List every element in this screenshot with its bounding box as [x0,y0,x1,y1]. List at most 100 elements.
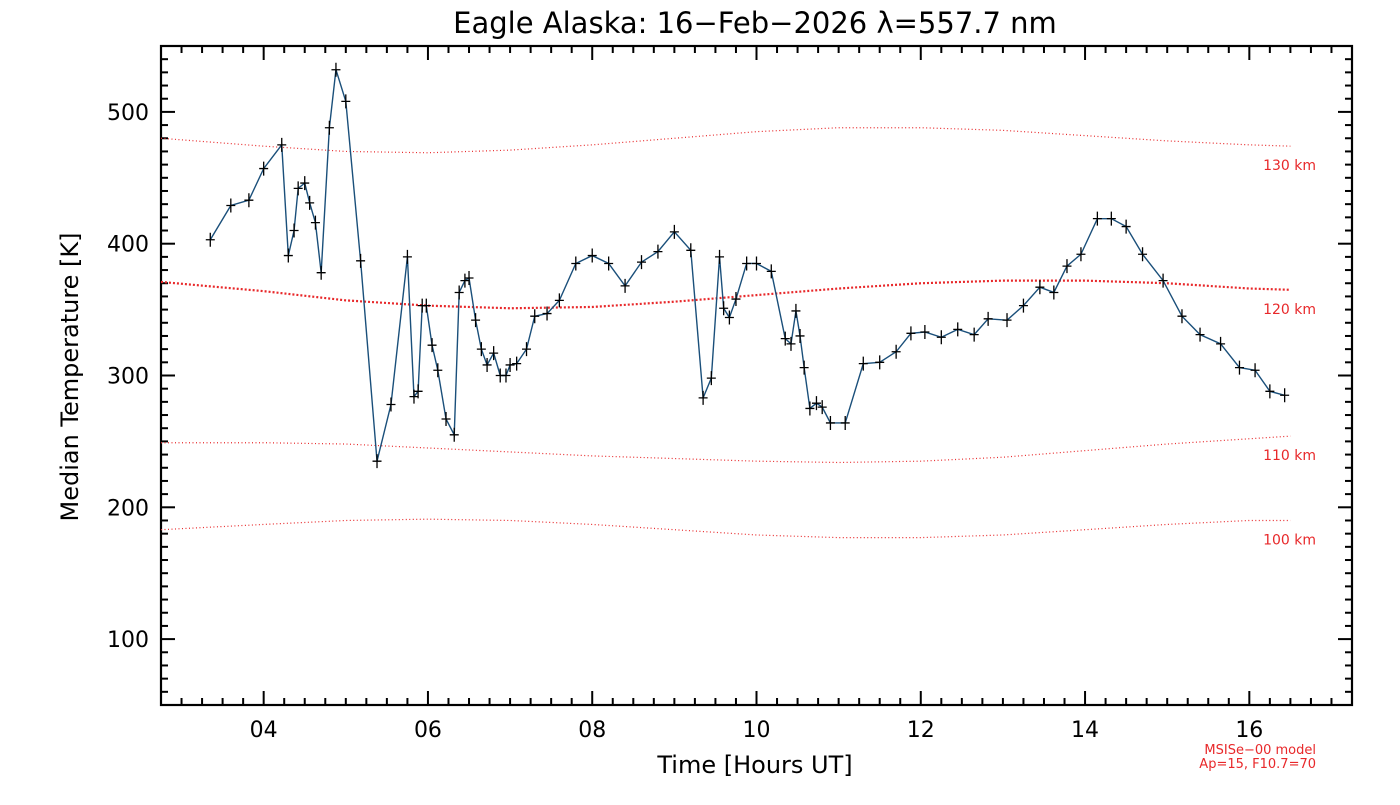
y-tick-label: 500 [107,101,149,126]
data-point [283,248,293,263]
data-point [840,415,850,430]
data-point [1280,388,1290,403]
x-tick-label: 06 [414,718,442,743]
data-point [571,256,581,271]
x-tick-label: 12 [907,718,935,743]
data-point [505,357,515,372]
data-point [372,454,382,469]
data-point [653,244,663,259]
data-point [277,137,287,152]
x-axis-title: Time [Hours UT] [656,751,852,779]
temperature-series-line [209,69,1285,462]
data-point [795,328,805,343]
data-point [471,313,481,328]
data-point [780,331,790,346]
data-point [421,298,431,313]
plot-frame [159,44,1354,707]
x-tick-label: 10 [743,718,771,743]
data-point [953,322,963,337]
data-point [433,363,443,378]
data-point [724,310,734,325]
data-point [891,344,901,359]
y-axis-title: Median Temperature [K] [56,232,84,521]
model-note-line-1: MSISe−00 model [1204,743,1316,758]
data-point [1158,273,1168,288]
data-point [637,255,647,270]
x-tick-label: 08 [578,718,606,743]
y-tick-label: 400 [107,233,149,258]
data-point [1138,247,1148,262]
data-point [413,384,423,399]
data-point [512,356,522,371]
data-point [731,292,741,307]
data-point [226,198,236,213]
data-point [554,293,564,308]
data-point [1062,259,1072,274]
data-point [936,330,946,345]
data-point [530,309,540,324]
data-point [386,397,396,412]
data-point [205,232,215,247]
data-point [316,265,326,280]
chart-title: Eagle Alaska: 16−Feb−2026 λ=557.7 nm [453,6,1057,40]
data-point [289,223,299,238]
data-point [460,273,470,288]
data-point [1035,280,1045,295]
data-point [1177,309,1187,324]
data-point [715,249,725,264]
data-point [719,301,729,316]
data-point [489,346,499,361]
data-point [969,327,979,342]
data-point [464,270,474,285]
x-tick-label: 14 [1071,718,1099,743]
x-tick-label: 04 [250,718,278,743]
data-point [983,311,993,326]
model-curve-label: 100 km [1263,532,1316,548]
model-curve-100-km [160,518,1291,539]
data-point [1018,298,1028,313]
data-point [1106,211,1116,226]
data-point [1265,384,1275,399]
data-point [293,181,303,196]
data-point [620,278,630,293]
data-point [587,248,597,263]
data-point [811,396,821,411]
data-point [1002,313,1012,328]
data-point [482,357,492,372]
data-point [875,355,885,370]
data-point [305,195,315,210]
data-point [324,120,334,135]
data-point [786,336,796,351]
model-curve-label: 110 km [1263,448,1316,464]
data-point [1049,285,1059,300]
data-point [1216,336,1226,351]
data-point [604,256,614,271]
model-curve-label: 120 km [1263,302,1316,318]
data-point [259,161,269,176]
data-point [706,371,716,386]
y-tick-label: 100 [107,628,149,653]
data-point [906,326,916,341]
y-tick-label: 200 [107,496,149,521]
x-tick-label: 16 [1235,718,1263,743]
data-point [920,325,930,340]
data-point [799,360,809,375]
data-point [742,256,752,271]
y-tick-label: 300 [107,365,149,390]
data-point [698,390,708,405]
data-point [1121,219,1131,234]
data-point [244,193,254,208]
data-point [817,400,827,415]
data-point [1250,363,1260,378]
data-point [300,176,310,191]
data-point [476,342,486,357]
data-point [441,411,451,426]
data-point [310,215,320,230]
data-point [402,249,412,264]
data-point [1092,211,1102,226]
data-point [791,303,801,318]
data-point [858,356,868,371]
data-point [522,342,532,357]
